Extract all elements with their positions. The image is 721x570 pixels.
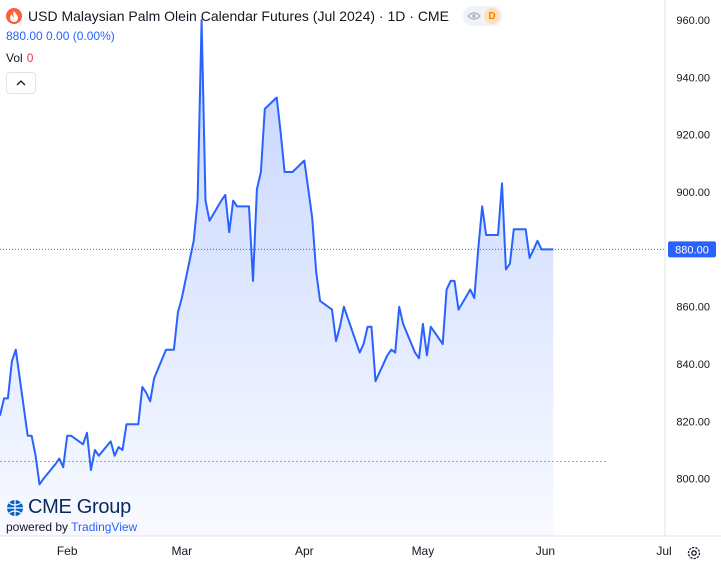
last-price-tag: 880.00 — [668, 241, 716, 258]
cme-group-logo: CME Group — [6, 496, 131, 519]
y-tick-label-1: 820.00 — [676, 416, 710, 428]
last-price-label: 880.00 — [675, 244, 709, 256]
chart-header: USD Malaysian Palm Olein Calendar Future… — [6, 6, 503, 26]
x-tick-label-3: May — [412, 544, 435, 558]
y-tick-label-8: 960.00 — [676, 15, 710, 27]
gear-icon[interactable] — [686, 545, 702, 561]
collapse-legend-button[interactable] — [6, 72, 36, 94]
x-tick-label-4: Jun — [536, 544, 555, 558]
price-series-line — [0, 19, 554, 486]
eye-icon[interactable] — [466, 8, 482, 24]
tradingview-link[interactable]: TradingView — [71, 520, 138, 534]
symbol-title[interactable]: USD Malaysian Palm Olein Calendar Future… — [28, 8, 449, 24]
y-tick-label-3: 860.00 — [676, 302, 710, 314]
powered-by-text[interactable]: powered by TradingView — [6, 520, 137, 534]
x-tick-label-2: Apr — [295, 544, 314, 558]
last-price-tag-bg — [668, 241, 716, 258]
y-tick-label-6: 920.00 — [676, 130, 710, 142]
market-status-badge[interactable]: D — [483, 8, 500, 24]
area-fill — [0, 20, 554, 537]
x-tick-label-5: Jul — [656, 544, 671, 558]
status-badges[interactable]: D — [462, 6, 503, 26]
chevron-up-icon — [16, 80, 26, 86]
cme-globe-icon — [7, 499, 23, 516]
y-tick-label-0: 800.00 — [676, 474, 710, 486]
volume-legend: Vol 0 — [6, 51, 33, 65]
cme-group-text: CME Group — [28, 496, 131, 518]
x-tick-label-0: Feb — [57, 544, 78, 558]
y-tick-label-5: 900.00 — [676, 187, 710, 199]
powered-prefix: powered by — [6, 520, 69, 534]
ohlc-price-text: 880.00 0.00 (0.00%) — [6, 29, 115, 43]
time-axis[interactable]: Feb Mar Apr May Jun Jul — [57, 544, 672, 558]
flame-icon — [6, 8, 22, 24]
volume-label: Vol — [6, 51, 23, 65]
volume-value: 0 — [26, 51, 34, 65]
y-tick-label-7: 940.00 — [676, 72, 710, 84]
x-tick-label-1: Mar — [171, 544, 192, 558]
y-tick-label-2: 840.00 — [676, 359, 710, 371]
